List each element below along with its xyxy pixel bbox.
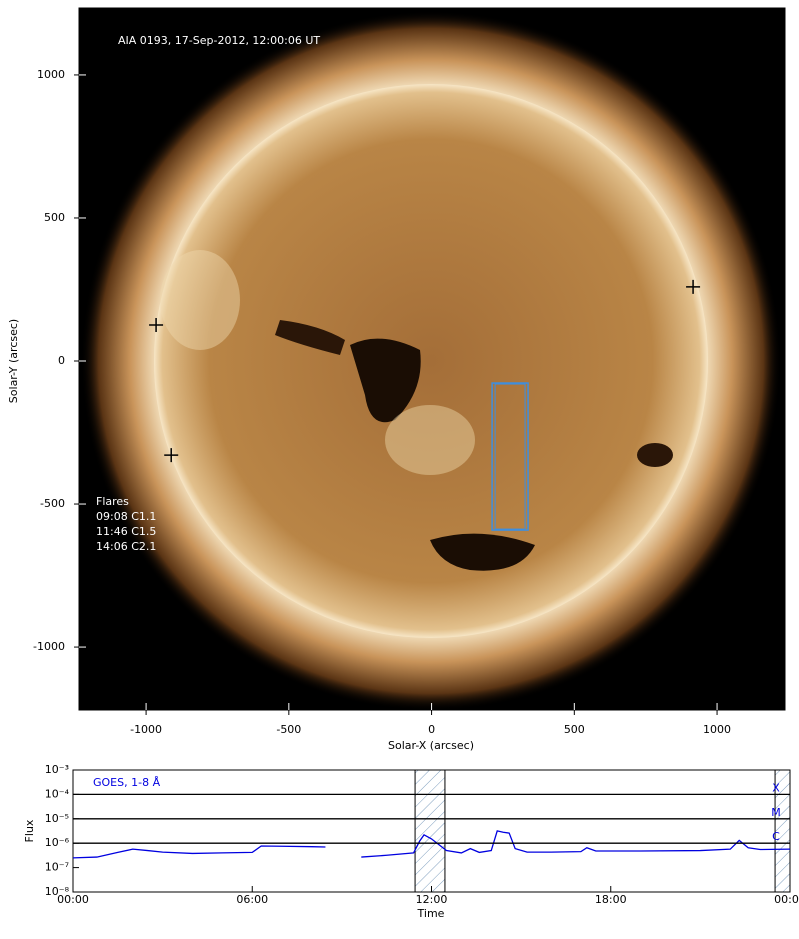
x-tick-label: 12:00 — [416, 893, 448, 906]
y-tick-label: 1000 — [37, 68, 65, 81]
x-tick-label: 0 — [428, 723, 435, 736]
cross-marker — [164, 448, 179, 463]
x-tick-label: -500 — [276, 723, 301, 736]
y-tick-label: 10⁻⁸ — [45, 885, 70, 898]
y-tick-label: 10⁻⁷ — [45, 861, 69, 874]
image-title: AIA 0193, 17-Sep-2012, 12:00:06 UT — [118, 34, 320, 47]
solar-image — [79, 8, 785, 710]
x-tick-label: 00:00 — [774, 893, 799, 906]
goes-annotation: GOES, 1-8 Å — [93, 776, 161, 789]
y-axis-label: Flux — [23, 819, 36, 842]
plot-area — [73, 770, 790, 892]
class-label: X — [772, 781, 780, 794]
y-tick-label: -1000 — [33, 640, 65, 653]
cross-marker — [149, 317, 164, 332]
flux-line — [73, 845, 326, 859]
flare-annotation: 09:08 C1.1 — [96, 510, 156, 523]
y-tick-label: 10⁻³ — [45, 763, 69, 776]
x-axis-label: Solar-X (arcsec) — [388, 739, 474, 752]
x-tick-label: 18:00 — [595, 893, 627, 906]
x-tick-label: 1000 — [703, 723, 731, 736]
flare-window — [774, 770, 790, 892]
y-tick-label: 10⁻⁵ — [45, 812, 69, 825]
x-tick-label: 500 — [564, 723, 585, 736]
y-axis-label: Solar-Y (arcsec) — [7, 319, 20, 403]
cross-marker — [686, 279, 701, 294]
x-tick-label: -1000 — [130, 723, 162, 736]
region-box — [491, 382, 529, 531]
y-tick-label: 10⁻⁴ — [45, 787, 70, 800]
flare-annotation: 11:46 C1.5 — [96, 525, 156, 538]
x-tick-label: 06:00 — [236, 893, 268, 906]
class-label: M — [771, 806, 781, 819]
flux-line — [361, 830, 790, 858]
flare-window — [414, 770, 446, 892]
y-tick-label: 10⁻⁶ — [45, 836, 70, 849]
class-label: C — [772, 830, 780, 843]
y-tick-label: -500 — [40, 497, 65, 510]
flare-annotation: 14:06 C2.1 — [96, 540, 156, 553]
x-axis-label: Time — [417, 907, 445, 920]
flare-annotation: Flares — [96, 495, 129, 508]
region-box-inner — [494, 383, 526, 530]
y-tick-label: 0 — [58, 354, 65, 367]
x-tick-label: 00:00 — [57, 893, 89, 906]
y-tick-label: 500 — [44, 211, 65, 224]
